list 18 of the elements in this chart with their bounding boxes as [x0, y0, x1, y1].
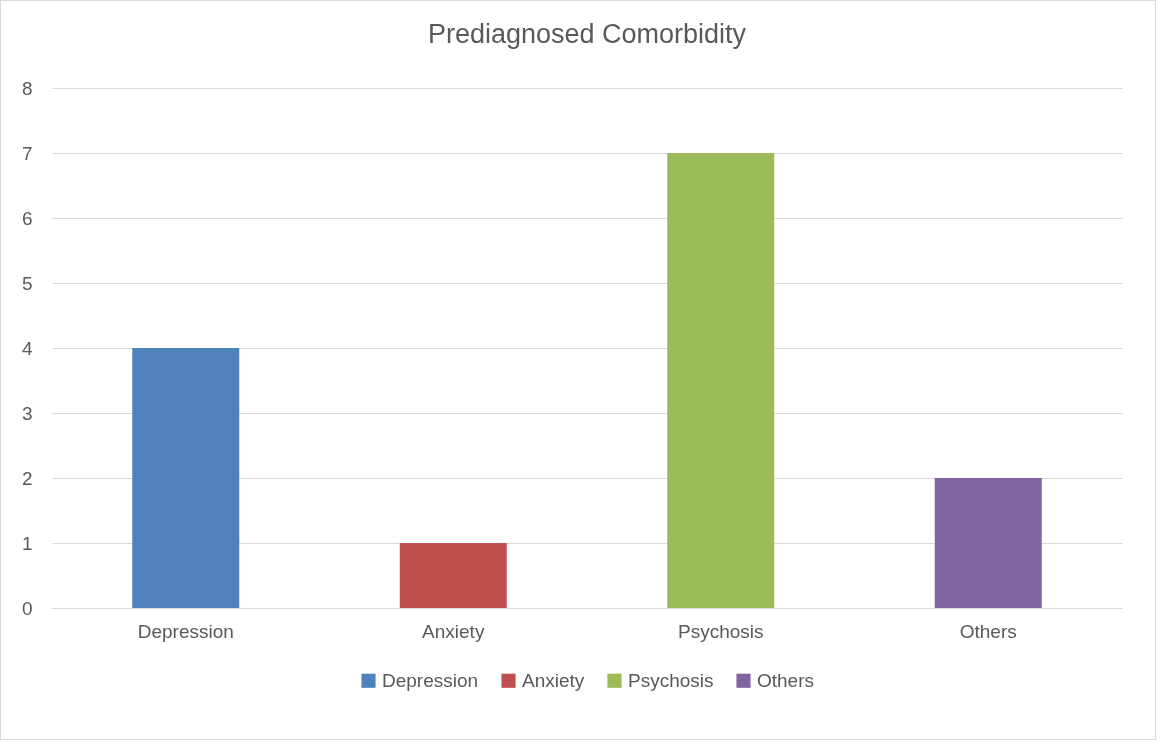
legend-label: Psychosis: [628, 669, 714, 691]
y-tick-label: 7: [21, 142, 33, 164]
y-tick-label: 1: [21, 532, 33, 554]
legend-label: Others: [757, 669, 815, 691]
x-tick-label: Psychosis: [677, 620, 764, 642]
y-tick-label: 3: [21, 402, 33, 424]
x-tick-label: Depression: [137, 620, 234, 642]
y-tick-label: 2: [21, 467, 33, 489]
chart-title: Prediagnosed Comorbidity: [427, 19, 747, 49]
y-tick-label: 4: [21, 337, 33, 359]
y-tick-label: 5: [21, 272, 33, 294]
y-tick-label: 8: [21, 77, 33, 99]
y-tick-label: 0: [21, 597, 33, 619]
x-tick-label: Anxiety: [422, 620, 485, 642]
legend-label: Anxiety: [522, 669, 585, 691]
y-tick-label: 6: [21, 207, 33, 229]
x-tick-label: Others: [959, 620, 1017, 642]
legend-label: Depression: [382, 669, 479, 691]
